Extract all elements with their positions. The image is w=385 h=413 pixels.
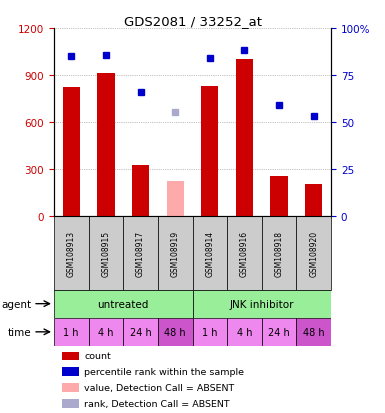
Text: agent: agent <box>1 299 32 309</box>
Text: 48 h: 48 h <box>303 327 325 337</box>
Text: GSM108917: GSM108917 <box>136 230 145 276</box>
Text: 24 h: 24 h <box>130 327 151 337</box>
Text: untreated: untreated <box>97 299 149 309</box>
Text: count: count <box>84 351 111 361</box>
Bar <box>54 216 89 290</box>
Bar <box>236 60 253 216</box>
Bar <box>158 216 192 290</box>
Bar <box>296 318 331 346</box>
Bar <box>227 216 262 290</box>
Bar <box>192 216 227 290</box>
Bar <box>132 166 149 216</box>
Bar <box>227 318 262 346</box>
Text: GSM108919: GSM108919 <box>171 230 180 276</box>
Bar <box>62 399 79 408</box>
Text: 48 h: 48 h <box>164 327 186 337</box>
Bar <box>201 87 219 216</box>
Text: GSM108920: GSM108920 <box>309 230 318 276</box>
Text: percentile rank within the sample: percentile rank within the sample <box>84 367 244 376</box>
Bar <box>62 383 79 392</box>
Text: JNK inhibitor: JNK inhibitor <box>229 299 294 309</box>
Bar <box>262 216 296 290</box>
Bar <box>296 216 331 290</box>
Bar <box>54 318 89 346</box>
Text: rank, Detection Call = ABSENT: rank, Detection Call = ABSENT <box>84 399 230 408</box>
Bar <box>123 216 158 290</box>
Text: 4 h: 4 h <box>237 327 252 337</box>
Bar <box>54 290 192 318</box>
Bar <box>89 318 123 346</box>
Text: 1 h: 1 h <box>202 327 218 337</box>
Bar <box>167 182 184 216</box>
Text: GSM108914: GSM108914 <box>205 230 214 276</box>
Bar <box>305 185 323 216</box>
Text: 1 h: 1 h <box>64 327 79 337</box>
Text: GSM108915: GSM108915 <box>101 230 110 276</box>
Bar <box>62 367 79 376</box>
Bar <box>192 290 331 318</box>
Bar <box>271 176 288 216</box>
Bar <box>262 318 296 346</box>
Bar <box>192 318 227 346</box>
Bar <box>62 352 79 361</box>
Bar <box>123 318 158 346</box>
Text: value, Detection Call = ABSENT: value, Detection Call = ABSENT <box>84 383 234 392</box>
Text: time: time <box>8 327 32 337</box>
Bar <box>89 216 123 290</box>
Title: GDS2081 / 33252_at: GDS2081 / 33252_at <box>124 15 261 28</box>
Bar <box>62 88 80 216</box>
Text: GSM108913: GSM108913 <box>67 230 76 276</box>
Text: GSM108918: GSM108918 <box>275 230 284 276</box>
Text: 24 h: 24 h <box>268 327 290 337</box>
Text: GSM108916: GSM108916 <box>240 230 249 276</box>
Bar <box>97 74 115 216</box>
Bar <box>158 318 192 346</box>
Text: 4 h: 4 h <box>98 327 114 337</box>
